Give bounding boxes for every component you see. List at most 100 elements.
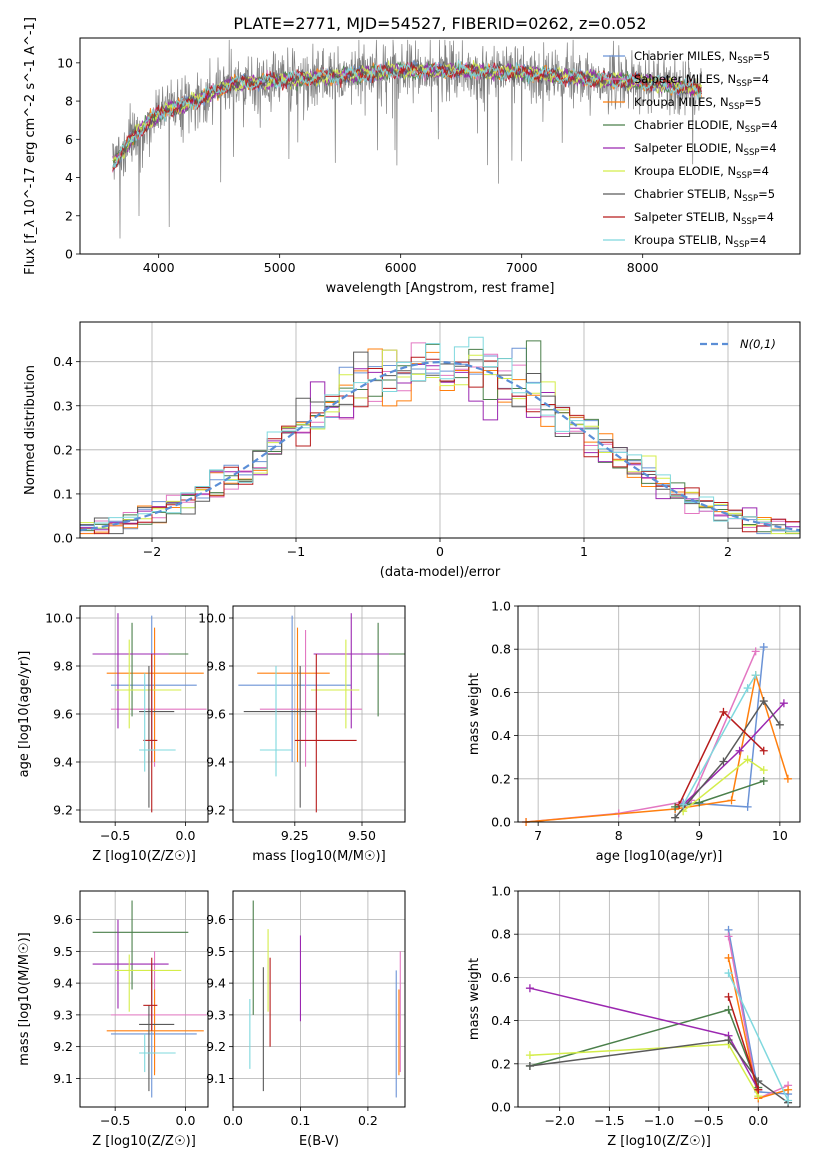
y-tick-label: 9.1 (53, 1071, 73, 1086)
y-tick-label: 9.2 (206, 1039, 226, 1054)
legend-entry: Salpeter ELODIE, NSSP=4 (634, 141, 777, 158)
weight-point (743, 684, 752, 693)
x-tick-label: 0.0 (748, 1113, 768, 1128)
y-tick-label: 0 (65, 247, 73, 262)
weight-point (724, 1036, 733, 1045)
x-axis-label: E(B-V) (299, 1134, 339, 1149)
x-axis-label: age [log10(age/yr)] (596, 849, 723, 864)
x-tick-label: 0.2 (358, 1113, 378, 1128)
plot-area (92, 900, 207, 1098)
y-tick-label: 10 (57, 55, 73, 70)
weight-point (775, 720, 784, 729)
model-spectrum-kroupa-stelib (112, 58, 702, 168)
plot-area (112, 39, 702, 239)
weight-point (679, 800, 688, 809)
y-tick-label: 0.0 (53, 531, 73, 546)
x-tick-label: 9.50 (348, 828, 376, 843)
weight-point (779, 699, 788, 708)
weight-point (743, 755, 752, 764)
weight-point (759, 697, 768, 706)
panel-age_vs_mass: 9.25 9.50 9.2 9.4 9.6 9.8 10.0 mass [log10(M/M☉… (198, 605, 406, 864)
x-tick-label: 8000 (627, 260, 659, 275)
x-tick-label: 2 (724, 544, 732, 559)
weight-point (784, 1085, 793, 1094)
y-tick-label: 0.8 (491, 642, 511, 657)
legend-entry: Salpeter MILES, NSSP=4 (634, 72, 769, 89)
y-tick-label: 0.4 (491, 728, 511, 743)
plot-area (92, 613, 207, 813)
x-axis-label: mass [log10(M/M☉)] (252, 849, 385, 864)
weight-point (754, 1085, 763, 1094)
weight-point (695, 798, 704, 807)
x-tick-label: −1.5 (594, 1113, 624, 1128)
y-axis-label: mass weight (467, 673, 482, 755)
weight-line-salpeter-elodie (529, 987, 759, 1091)
y-tick-label: 0.2 (491, 1056, 511, 1071)
x-tick-label: 7 (534, 828, 542, 843)
weight-line-chabrier-stelib (529, 1039, 789, 1104)
plot-area (79, 336, 801, 535)
x-tick-label: 1 (580, 544, 588, 559)
y-tick-label: 8 (65, 94, 73, 109)
weight-point (727, 796, 736, 805)
legend-entry: Kroupa ELODIE, NSSP=4 (634, 164, 769, 181)
y-tick-label: 9.2 (53, 1039, 73, 1054)
legend: N(0,1) (700, 337, 776, 351)
x-tick-label: 8 (615, 828, 623, 843)
y-axis-label: Normed distribution (23, 365, 38, 495)
y-tick-label: 9.4 (206, 976, 226, 991)
model-spectrum-kroupa-elodie (112, 59, 702, 163)
weight-point (525, 1051, 534, 1060)
panel-spectrum: 4000 5000 6000 7000 8000 0 2 4 6 8 10 wavelength [A… (23, 17, 801, 296)
x-tick-label: −1.0 (644, 1113, 674, 1128)
y-tick-label: 1.0 (491, 599, 511, 614)
plot-area (249, 900, 401, 1098)
legend-entry: Kroupa MILES, NSSP=5 (634, 95, 761, 112)
x-tick-label: −0.5 (693, 1113, 723, 1128)
legend: Chabrier MILES, NSSP=5 Salpeter MILES, NS… (603, 49, 778, 250)
weight-point (743, 802, 752, 811)
x-axis-label: Z [log10(Z/Z☉)] (92, 1134, 196, 1149)
x-axis-label: wavelength [Angstrom, rest frame] (326, 281, 555, 296)
x-tick-label: 0.0 (176, 828, 196, 843)
weight-line-kroupa-elodie (529, 1043, 759, 1097)
weight-point (525, 1061, 534, 1070)
x-axis-label: Z [log10(Z/Z☉)] (92, 849, 196, 864)
panel-residuals: −2 −1 0 1 2 0.0 0.1 0.2 0.3 0.4 (data-model)/error… (23, 321, 801, 580)
axes-frame (517, 890, 801, 1108)
weight-line-salpeter-stelib (727, 996, 760, 1090)
y-tick-label: 4 (65, 170, 73, 185)
y-tick-label: 9.3 (53, 1007, 73, 1022)
x-tick-label: 0 (436, 544, 444, 559)
y-tick-label: 9.3 (206, 1007, 226, 1022)
legend-entry: Chabrier ELODIE, NSSP=4 (634, 118, 778, 135)
panel-weight_vs_Z: −2.0 −1.5 −1.0 −0.5 0.0 0.0 0.2 0.4 0.6 0.8 1.0 Z [… (467, 884, 801, 1149)
x-tick-label: −2.0 (545, 1113, 575, 1128)
axes-frame (517, 605, 801, 823)
weight-point (759, 746, 768, 755)
weight-point (671, 813, 680, 822)
weight-point (719, 757, 728, 766)
x-tick-label: 0.1 (291, 1113, 311, 1128)
y-tick-label: 9.1 (206, 1071, 226, 1086)
weight-point (759, 643, 768, 652)
weight-line-kroupa-stelib (682, 674, 757, 806)
x-tick-label: 4000 (143, 260, 175, 275)
y-tick-label: 9.4 (206, 755, 226, 770)
weight-point (724, 953, 733, 962)
x-tick-label: 6000 (385, 260, 417, 275)
x-tick-label: −2 (143, 544, 161, 559)
axes-frame (79, 890, 209, 1108)
x-axis-label: Z [log10(Z/Z☉)] (607, 1134, 711, 1149)
y-tick-label: 9.6 (53, 912, 73, 927)
x-tick-label: 10 (772, 828, 788, 843)
y-tick-label: 9.2 (206, 803, 226, 818)
x-tick-label: 5000 (264, 260, 296, 275)
weight-point (751, 647, 760, 656)
x-tick-label: 9 (695, 828, 703, 843)
y-tick-label: 0.6 (491, 685, 511, 700)
y-tick-label: 0.0 (491, 815, 511, 830)
axes-frame (232, 605, 406, 823)
weight-point (751, 671, 760, 680)
x-tick-label: 9.25 (281, 828, 309, 843)
